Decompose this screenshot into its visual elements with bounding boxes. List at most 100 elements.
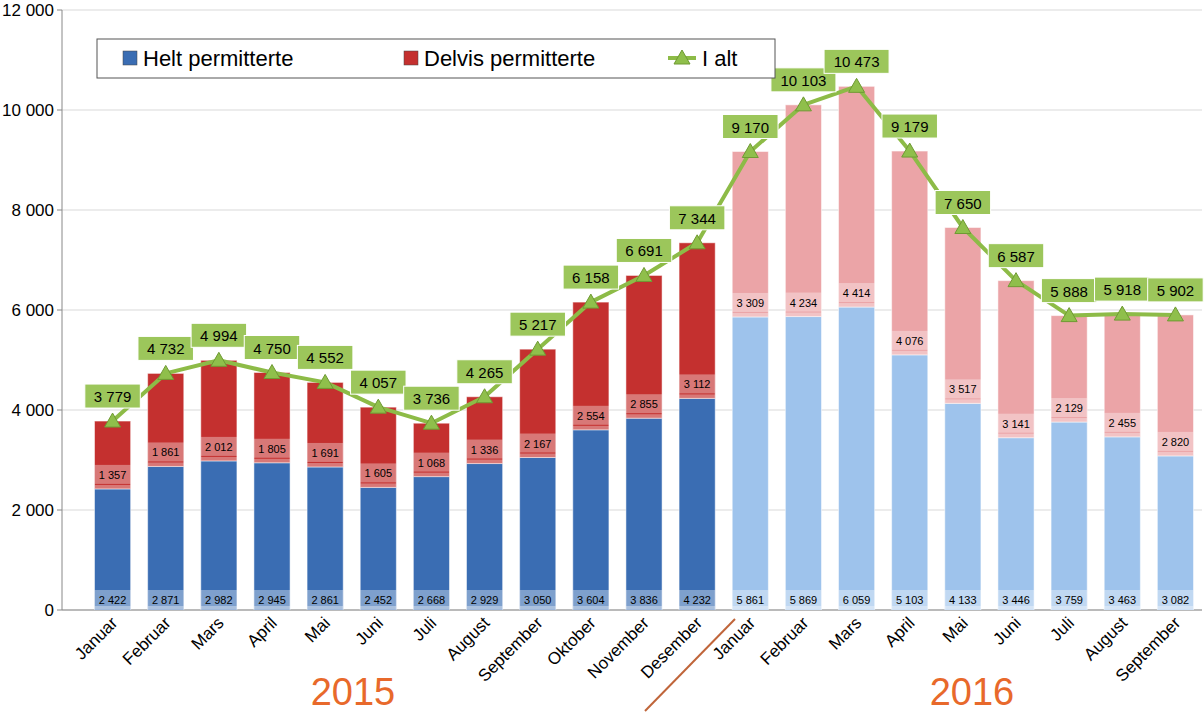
bar	[254, 373, 290, 463]
bar	[892, 355, 928, 610]
label-box	[307, 443, 343, 462]
marker	[849, 78, 865, 92]
bar	[785, 317, 821, 610]
x-tick-label: Februar	[757, 613, 813, 669]
y-tick-label: 10 000	[2, 101, 54, 120]
bar-label: 3 141	[1002, 418, 1030, 430]
bar-label: 5 103	[896, 594, 924, 606]
bar	[945, 403, 981, 610]
label-box	[244, 336, 300, 360]
bar-shine	[1051, 418, 1087, 422]
marker	[1008, 273, 1024, 287]
bar	[626, 275, 662, 418]
year-annotation: 2016	[930, 671, 1015, 713]
x-tick-label: Mai	[939, 613, 972, 646]
bar-label: 2 554	[577, 410, 605, 422]
total-label: 6 158	[572, 269, 610, 286]
bar-label: 4 133	[949, 594, 977, 606]
bar-label: 2 945	[258, 594, 286, 606]
bar-label: 3 759	[1055, 594, 1083, 606]
total-label: 3 779	[94, 388, 132, 405]
bar	[201, 461, 237, 610]
marker	[370, 399, 386, 413]
legend: Helt permitterteDelvis permitterteI alt	[97, 39, 775, 78]
bar	[785, 105, 821, 317]
bar-label: 2 012	[205, 441, 233, 453]
label-box	[935, 191, 991, 215]
bar-label: 1 336	[471, 444, 499, 456]
label-box	[95, 590, 131, 609]
bar-label: 1 068	[418, 457, 446, 469]
y-tick-label: 8 000	[11, 201, 54, 220]
total-label: 5 918	[1104, 281, 1142, 298]
marker	[583, 294, 599, 308]
plot-area	[95, 78, 1194, 610]
x-tick-label: Juli	[1046, 613, 1077, 644]
label-box	[679, 374, 715, 393]
bar	[998, 438, 1034, 610]
legend-label: Helt permitterte	[143, 46, 293, 71]
label-box	[988, 244, 1044, 268]
marker	[317, 374, 333, 388]
total-label: 9 170	[732, 119, 770, 136]
label-box	[413, 590, 449, 609]
label-box	[1157, 590, 1193, 609]
y-tick-label: 6 000	[11, 301, 54, 320]
tick-mark	[57, 310, 62, 311]
bar	[95, 489, 131, 610]
total-label: 4 732	[147, 340, 185, 357]
bar-shine	[626, 414, 662, 418]
label-box	[732, 293, 768, 312]
marker	[742, 144, 758, 158]
bar-label: 2 452	[365, 594, 393, 606]
y-tick-label: 2 000	[11, 501, 54, 520]
label-box	[945, 379, 981, 398]
bar-label: 1 861	[152, 446, 180, 458]
bar-label: 2 129	[1055, 402, 1083, 414]
total-label: 7 344	[678, 210, 716, 227]
label-box	[669, 206, 725, 230]
label-box	[520, 434, 556, 453]
label-box	[1157, 432, 1193, 451]
total-label: 5 902	[1157, 282, 1195, 299]
bar-label: 3 836	[630, 594, 658, 606]
bar	[148, 466, 184, 610]
x-tick-label: Mars	[188, 613, 228, 653]
bar-shine	[467, 460, 503, 464]
label-box	[723, 115, 779, 139]
bar-label: 3 517	[949, 383, 977, 395]
bar	[573, 302, 609, 430]
label-box	[201, 437, 237, 456]
y-tick-label: 12 000	[2, 1, 54, 20]
label-box	[1104, 413, 1140, 432]
label-box	[892, 590, 928, 609]
bar-label: 3 604	[577, 594, 605, 606]
marker	[211, 352, 227, 366]
label-box	[892, 331, 928, 350]
bar-label: 1 805	[258, 443, 286, 455]
tick-mark	[57, 510, 62, 511]
x-tick-label: August	[443, 613, 494, 664]
legend-label: I alt	[702, 46, 737, 71]
total-label: 6 691	[625, 242, 663, 259]
tick-mark	[57, 10, 62, 11]
grid-line	[62, 10, 1202, 11]
bar-label: 2 668	[418, 594, 446, 606]
legend-swatch	[123, 51, 137, 65]
label-box	[998, 414, 1034, 433]
bar-shine	[201, 457, 237, 461]
bar-label: 1 691	[311, 447, 339, 459]
label-box	[616, 238, 672, 262]
x-tick-label: Juni	[989, 613, 1024, 648]
label-box	[732, 590, 768, 609]
x-tick-label: Februar	[119, 613, 175, 669]
label-box	[1104, 590, 1140, 609]
bar-shine	[573, 426, 609, 430]
year-separator	[645, 619, 735, 711]
bar-label: 5 861	[737, 594, 765, 606]
bar	[360, 487, 396, 610]
marker	[795, 97, 811, 111]
bar-shine	[945, 399, 981, 403]
bar	[201, 360, 237, 461]
bar-label: 6 059	[843, 594, 871, 606]
